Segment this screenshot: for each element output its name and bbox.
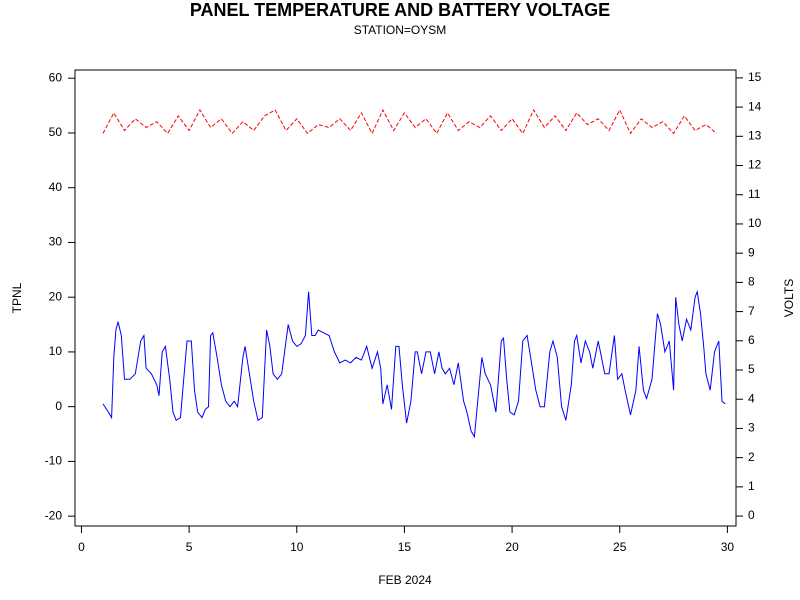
y2-tick-label: 11 bbox=[748, 187, 761, 201]
y2-tick-label: 10 bbox=[748, 216, 762, 230]
y-tick-label: 0 bbox=[55, 399, 62, 413]
y2-tick-label: 0 bbox=[748, 508, 755, 522]
y2-tick-label: 5 bbox=[748, 362, 755, 376]
x-tick-label: 5 bbox=[186, 540, 193, 554]
y2-tick-label: 1 bbox=[748, 479, 755, 493]
x-tick-label: 20 bbox=[505, 540, 519, 554]
y-tick-label: 60 bbox=[49, 70, 63, 84]
y2-tick-label: 15 bbox=[748, 70, 762, 84]
y-tick-label: 20 bbox=[49, 289, 63, 303]
y-tick-label: 40 bbox=[49, 180, 63, 194]
x-tick-label: 15 bbox=[398, 540, 412, 554]
plot-frame bbox=[74, 69, 737, 527]
y2-tick-label: 4 bbox=[748, 391, 755, 405]
y2-tick-label: 13 bbox=[748, 128, 762, 142]
x-tick-label: 25 bbox=[613, 540, 627, 554]
y2-axis-label: VOLTS bbox=[782, 279, 796, 317]
y-tick-label: -20 bbox=[45, 508, 63, 522]
chart-title: PANEL TEMPERATURE AND BATTERY VOLTAGE bbox=[190, 0, 610, 20]
y2-tick-label: 3 bbox=[748, 421, 755, 435]
y-tick-label: 50 bbox=[49, 125, 63, 139]
y2-tick-label: 9 bbox=[748, 245, 755, 259]
y2-tick-label: 14 bbox=[748, 99, 762, 113]
y-axis-label: TPNL bbox=[10, 282, 24, 313]
y2-tick-label: 7 bbox=[748, 304, 755, 318]
y-tick-label: 30 bbox=[49, 235, 63, 249]
x-axis-label: FEB 2024 bbox=[378, 573, 432, 587]
y2-tick-label: 12 bbox=[748, 158, 762, 172]
y-tick-label: -10 bbox=[45, 454, 63, 468]
x-tick-label: 30 bbox=[721, 540, 735, 554]
chart-subtitle: STATION=OYSM bbox=[354, 23, 447, 37]
series-line bbox=[102, 108, 717, 135]
y2-tick-label: 6 bbox=[748, 333, 755, 347]
x-tick-label: 0 bbox=[78, 540, 85, 554]
x-tick-label: 10 bbox=[290, 540, 304, 554]
y2-tick-label: 8 bbox=[748, 275, 755, 289]
y-tick-label: 10 bbox=[49, 344, 63, 358]
series-line bbox=[102, 289, 726, 439]
y2-tick-label: 2 bbox=[748, 450, 755, 464]
